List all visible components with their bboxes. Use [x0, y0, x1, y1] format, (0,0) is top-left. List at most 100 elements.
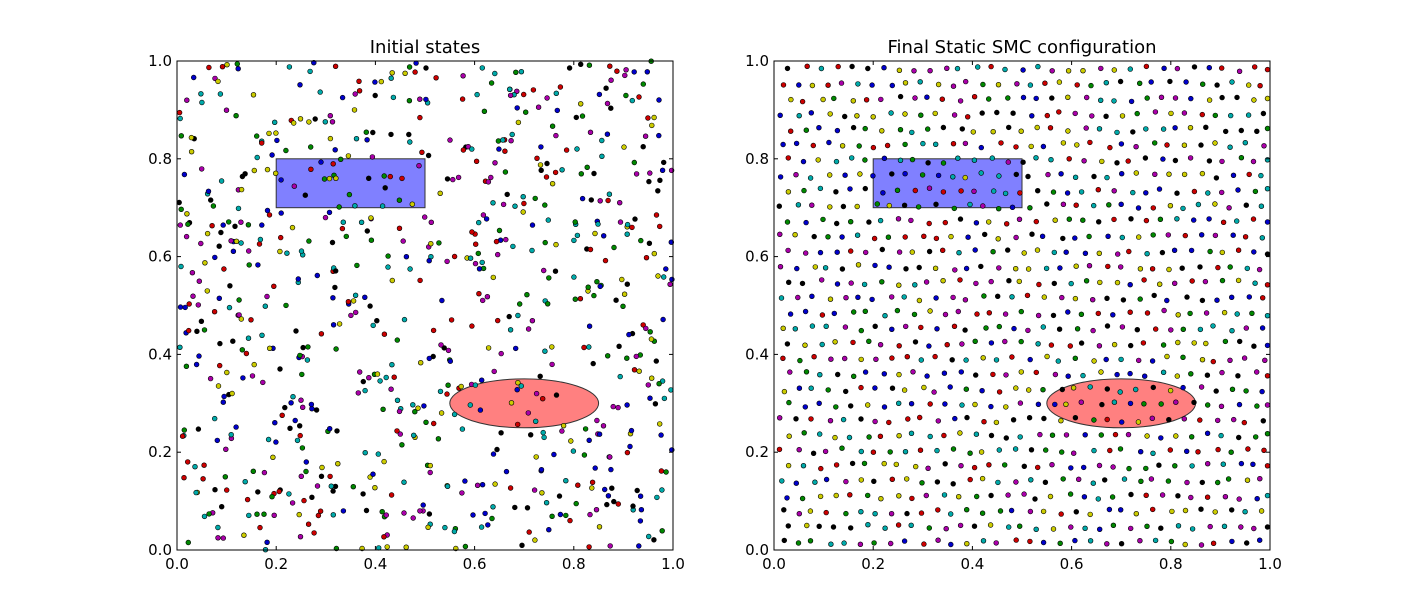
data-point — [196, 278, 203, 284]
data-point — [1065, 94, 1071, 101]
data-point — [313, 407, 320, 413]
data-point — [1083, 125, 1089, 131]
data-point — [1142, 155, 1149, 161]
data-point — [559, 428, 565, 434]
data-point — [529, 318, 536, 324]
data-point — [1042, 80, 1048, 86]
data-point — [595, 221, 601, 227]
data-point — [995, 81, 1002, 88]
data-point — [803, 219, 809, 226]
data-point — [240, 375, 246, 381]
data-point — [619, 276, 625, 283]
data-point — [1099, 158, 1105, 165]
data-point — [973, 493, 980, 500]
data-point — [539, 396, 546, 402]
data-point — [1227, 357, 1233, 363]
y-tick-label: 0.8 — [745, 150, 769, 168]
data-point — [495, 317, 501, 324]
data-point — [350, 484, 356, 490]
data-point — [910, 369, 916, 375]
data-point — [425, 524, 431, 530]
data-point — [1087, 511, 1093, 518]
x-tick-label: 0.0 — [165, 555, 189, 573]
data-point — [1258, 172, 1264, 179]
data-point — [950, 174, 956, 180]
data-point — [417, 96, 423, 102]
data-point — [1214, 297, 1220, 303]
data-point — [1017, 400, 1024, 406]
data-point — [1143, 126, 1149, 132]
data-point — [492, 481, 498, 487]
data-point — [950, 446, 957, 452]
data-point — [804, 63, 810, 70]
data-point — [1148, 79, 1154, 85]
data-point — [596, 91, 603, 98]
data-point — [512, 345, 519, 352]
axis-ticks: 0.0 0.2 0.4 0.6 0.8 1.00.00.20.40.60.81.0 — [745, 52, 1282, 573]
data-point — [426, 258, 432, 264]
data-point — [428, 219, 434, 226]
data-point — [1235, 434, 1242, 441]
data-point — [577, 61, 584, 68]
data-point — [963, 265, 970, 272]
data-point — [541, 434, 547, 441]
data-point — [1168, 327, 1174, 333]
data-point — [1040, 143, 1047, 150]
data-point — [624, 402, 630, 408]
data-point — [1172, 95, 1179, 101]
data-point — [781, 388, 788, 395]
data-point — [529, 222, 536, 228]
data-point — [218, 229, 224, 236]
data-point — [833, 462, 840, 468]
data-point — [1159, 492, 1166, 498]
data-point — [881, 460, 887, 467]
data-point — [777, 231, 783, 238]
data-point — [1020, 94, 1027, 101]
data-point — [909, 495, 915, 502]
data-point — [1236, 401, 1243, 408]
data-point — [577, 296, 584, 302]
data-point — [1250, 461, 1256, 467]
data-point — [1058, 171, 1064, 177]
data-point — [1021, 491, 1027, 497]
data-point — [1098, 65, 1104, 72]
data-point — [1166, 171, 1172, 177]
data-point — [1242, 509, 1248, 515]
data-point — [972, 247, 978, 253]
data-point — [1157, 216, 1164, 223]
data-point — [399, 442, 405, 448]
data-point — [858, 477, 864, 483]
data-point — [1127, 525, 1134, 532]
data-point — [587, 511, 593, 518]
data-point — [1181, 110, 1188, 116]
data-point — [1199, 81, 1206, 87]
data-point — [573, 114, 579, 121]
data-point — [972, 401, 978, 408]
data-point — [1080, 464, 1087, 471]
data-point — [1191, 64, 1198, 70]
data-point — [1005, 124, 1012, 131]
data-point — [1067, 491, 1074, 497]
data-point — [1036, 281, 1042, 288]
data-point — [217, 91, 224, 97]
x-tick-label: 0.4 — [363, 555, 387, 573]
data-point — [921, 541, 927, 547]
data-point — [470, 512, 476, 518]
data-point — [964, 540, 970, 547]
data-point — [362, 294, 368, 300]
data-point — [245, 222, 252, 228]
data-point — [515, 380, 521, 386]
data-point — [645, 115, 651, 121]
data-point — [223, 107, 230, 113]
data-point — [273, 170, 279, 177]
data-point — [646, 178, 652, 185]
data-point — [1246, 171, 1252, 178]
data-point — [193, 361, 200, 368]
data-point — [885, 234, 892, 240]
data-point — [1118, 356, 1124, 363]
data-point — [833, 189, 839, 195]
data-point — [817, 372, 823, 378]
data-point — [255, 262, 261, 268]
data-point — [993, 419, 1000, 426]
data-point — [816, 523, 822, 529]
